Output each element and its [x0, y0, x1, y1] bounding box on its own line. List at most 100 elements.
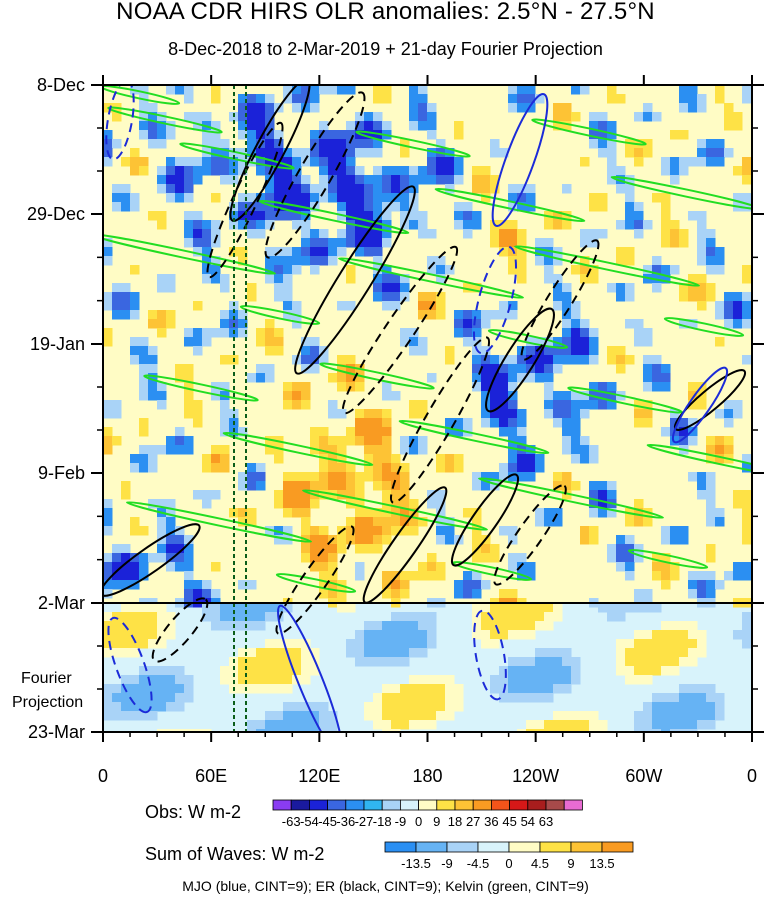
x-tick-label: 60E: [195, 766, 227, 786]
obs-level-label: -27: [355, 814, 374, 829]
waves-color-swatch: [477, 841, 510, 853]
x-tick-label: 180: [412, 766, 442, 786]
obs-level-label: -54: [300, 814, 319, 829]
kelvin-contour: [398, 419, 550, 455]
obs-level-label: 45: [502, 814, 516, 829]
obs-color-swatch: [290, 799, 310, 811]
y-tick-label: 9-Feb: [38, 463, 85, 483]
obs-level-label: -18: [373, 814, 392, 829]
waves-color-swatch: [415, 841, 448, 853]
kelvin-contour: [434, 187, 586, 223]
obs-color-swatch: [527, 799, 547, 811]
obs-color-swatch: [363, 799, 383, 811]
waves-level-label: -4.5: [467, 856, 489, 871]
waves-color-swatch: [446, 841, 479, 853]
waves-level-label: 4.5: [531, 856, 549, 871]
obs-color-swatch: [490, 799, 510, 811]
obs-color-swatch: [327, 799, 347, 811]
obs-level-label: -63: [282, 814, 301, 829]
er-contour: [264, 91, 366, 259]
obs-color-swatch: [545, 799, 565, 811]
y-tick-label: 29-Dec: [27, 204, 85, 224]
obs-color-swatch: [454, 799, 474, 811]
er-contour: [485, 307, 555, 413]
waves-color-swatch: [384, 841, 417, 853]
obs-level-label: 9: [433, 814, 440, 829]
obs-legend-label: Obs: W m-2: [145, 802, 241, 822]
kelvin-contour: [610, 175, 752, 211]
obs-level-label: -45: [318, 814, 337, 829]
mjo-contour: [472, 245, 518, 355]
fourier-label-line2: Projection: [12, 694, 84, 711]
obs-color-swatch: [381, 799, 401, 811]
obs-level-label: 36: [484, 814, 498, 829]
kelvin-contour: [663, 317, 745, 337]
y-tick-label: 8-Dec: [37, 75, 85, 95]
kelvin-contour: [355, 130, 471, 158]
er-contour: [389, 336, 491, 504]
kelvin-contour: [222, 431, 374, 467]
obs-color-swatch: [418, 799, 438, 811]
obs-level-label: 63: [539, 814, 553, 829]
obs-level-label: 0: [415, 814, 422, 829]
obs-level-label: -36: [336, 814, 355, 829]
x-tick-label: 120W: [512, 766, 559, 786]
obs-colorbar: -63 -54 -45 -36 -27 -18 -9 0 9 18 27 36 45 54 63: [272, 799, 583, 829]
obs-color-swatch: [308, 799, 328, 811]
kelvin-contour: [567, 386, 683, 414]
kelvin-contour: [487, 329, 569, 349]
mjo-contour: [107, 616, 153, 714]
x-tick-label: 60W: [625, 766, 662, 786]
y-tick-label: 19-Jan: [30, 334, 85, 354]
kelvin-contour: [239, 305, 321, 325]
mjo-contour: [491, 93, 549, 227]
er-contour: [229, 85, 311, 222]
obs-level-label: 18: [448, 814, 462, 829]
kelvin-contour: [107, 106, 223, 134]
kelvin-contour: [275, 573, 357, 593]
er-contour: [275, 525, 355, 635]
waves-level-label: 9: [567, 856, 574, 871]
kelvin-contour: [143, 374, 259, 402]
kelvin-contour: [338, 257, 524, 299]
kelvin-contour: [627, 549, 709, 569]
waves-level-label: -9: [441, 856, 453, 871]
mjo-contour: [671, 366, 729, 444]
wave-contours: [103, 85, 752, 732]
kelvin-contour: [531, 118, 647, 146]
waves-color-swatch: [601, 841, 634, 853]
kelvin-contour: [103, 233, 276, 275]
kelvin-contour: [302, 489, 488, 531]
waves-level-label: 0: [505, 856, 512, 871]
waves-color-swatch: [570, 841, 603, 853]
footnote: MJO (blue, CINT=9); ER (black, CINT=9); …: [182, 878, 589, 894]
obs-level-label: 54: [521, 814, 535, 829]
waves-legend-label: Sum of Waves: W m-2: [145, 844, 324, 864]
er-contour: [151, 597, 209, 663]
fourier-label-line1: Fourier: [21, 670, 72, 687]
kelvin-contour: [319, 362, 435, 390]
y-tick-label: 23-Mar: [28, 722, 85, 742]
obs-level-label: -9: [395, 814, 407, 829]
er-contour: [450, 473, 520, 567]
waves-color-swatch: [539, 841, 572, 853]
obs-color-swatch: [472, 799, 492, 811]
kelvin-contour: [514, 245, 700, 287]
x-tick-label: 0: [747, 766, 757, 786]
obs-color-swatch: [436, 799, 456, 811]
er-contour: [206, 121, 284, 279]
waves-level-label: 13.5: [589, 856, 614, 871]
waves-color-swatch: [508, 841, 541, 853]
er-contour: [294, 185, 416, 375]
plot-axes: 8-Dec 29-Dec 19-Jan 9-Feb 2-Mar 23-Mar 0 60E 120…: [27, 75, 764, 786]
kelvin-contour: [103, 85, 181, 105]
obs-level-label: 27: [466, 814, 480, 829]
x-tick-label: 120E: [298, 766, 340, 786]
chart-title: NOAA CDR HIRS OLR anomalies: 2.5°N - 27.…: [116, 0, 655, 25]
kelvin-contour: [478, 477, 664, 519]
kelvin-contour: [646, 443, 752, 479]
er-contour: [103, 523, 201, 597]
obs-color-swatch: [345, 799, 365, 811]
kelvin-contour: [258, 199, 410, 235]
